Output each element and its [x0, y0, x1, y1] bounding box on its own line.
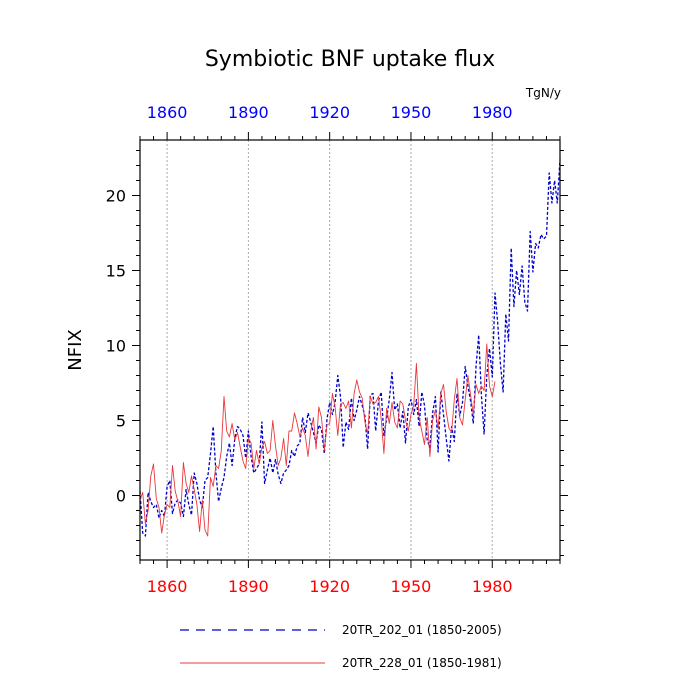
x-tick-label-bottom-1950: 1950 — [391, 577, 432, 596]
x-tick-label-bottom-1980: 1980 — [472, 577, 513, 596]
legend: 20TR_202_01 (1850-2005) 20TR_228_01 (1850… — [180, 623, 502, 670]
x-tick-label-bottom-1890: 1890 — [228, 577, 269, 596]
plot-frame — [139, 139, 561, 561]
series-line-2 — [139, 343, 496, 537]
y-tick-label-15: 15 — [106, 262, 126, 281]
units-label: TgN/y — [525, 86, 561, 100]
y-tick-label-10: 10 — [106, 337, 126, 356]
y-tick-label-20: 20 — [106, 187, 126, 206]
x-tick-label-bottom-1920: 1920 — [309, 577, 350, 596]
y-tick-label-0: 0 — [116, 487, 126, 506]
legend-label-2: 20TR_228_01 (1850-1981) — [342, 656, 502, 670]
y-tick-label-5: 5 — [116, 412, 126, 431]
x-tick-label-top-1950: 1950 — [391, 103, 432, 122]
chart-title: Symbiotic BNF uptake flux — [205, 47, 495, 72]
x-tick-label-top-1860: 1860 — [147, 103, 188, 122]
axes: 1860 1860 1890 1890 1920 1920 1950 1950 1980 1980… — [106, 103, 568, 596]
grid-lines — [166, 140, 493, 560]
series-line-1 — [139, 159, 561, 537]
series-lines — [139, 159, 561, 537]
legend-label-1: 20TR_202_01 (1850-2005) — [342, 623, 502, 637]
x-tick-label-bottom-1860: 1860 — [147, 577, 188, 596]
x-tick-label-top-1980: 1980 — [472, 103, 513, 122]
y-axis-label: NFIX — [65, 329, 86, 370]
x-tick-label-top-1920: 1920 — [309, 103, 350, 122]
x-tick-label-top-1890: 1890 — [228, 103, 269, 122]
